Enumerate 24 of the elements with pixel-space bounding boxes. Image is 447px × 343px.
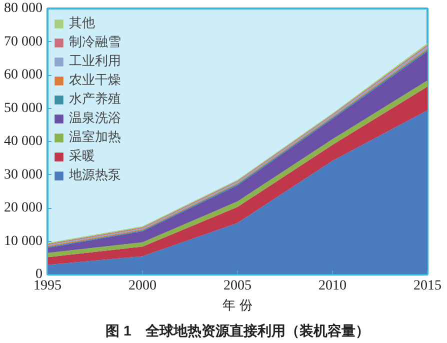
x-tick-label: 2005 bbox=[224, 278, 252, 294]
legend-label: 采暖 bbox=[69, 147, 95, 165]
legend-label: 水产养殖 bbox=[69, 90, 121, 108]
legend-label: 地源热泵 bbox=[69, 166, 121, 184]
y-tick-label: 50 000 bbox=[4, 100, 42, 116]
y-tick-label: 60 000 bbox=[4, 68, 42, 82]
legend-label: 温泉洗浴 bbox=[69, 109, 121, 127]
x-tick-label: 1995 bbox=[34, 278, 62, 294]
x-tick-label: 2015 bbox=[414, 278, 442, 294]
x-tick-label: 2010 bbox=[318, 278, 346, 294]
y-tick-label: 10 000 bbox=[4, 234, 42, 249]
legend-label: 工业利用 bbox=[69, 52, 121, 70]
caption: 图 1 全球地热资源直接利用（装机容量） bbox=[106, 322, 370, 338]
y-tick-label: 40 000 bbox=[4, 134, 42, 149]
x-tick-label: 2000 bbox=[128, 278, 156, 294]
y-tick-label: 80 000 bbox=[4, 1, 42, 16]
y-tick-label: 30 000 bbox=[4, 167, 42, 182]
legend-label: 温室加热 bbox=[69, 128, 121, 146]
legend-label: 农业干燥 bbox=[69, 71, 121, 89]
legend-label: 其他 bbox=[69, 14, 95, 32]
y-tick-label: 20 000 bbox=[4, 200, 42, 216]
legend-label: 制冷融雪 bbox=[69, 33, 121, 51]
y-tick-label: 70 000 bbox=[4, 34, 42, 50]
x-axis-title: 年 份 bbox=[222, 298, 252, 312]
